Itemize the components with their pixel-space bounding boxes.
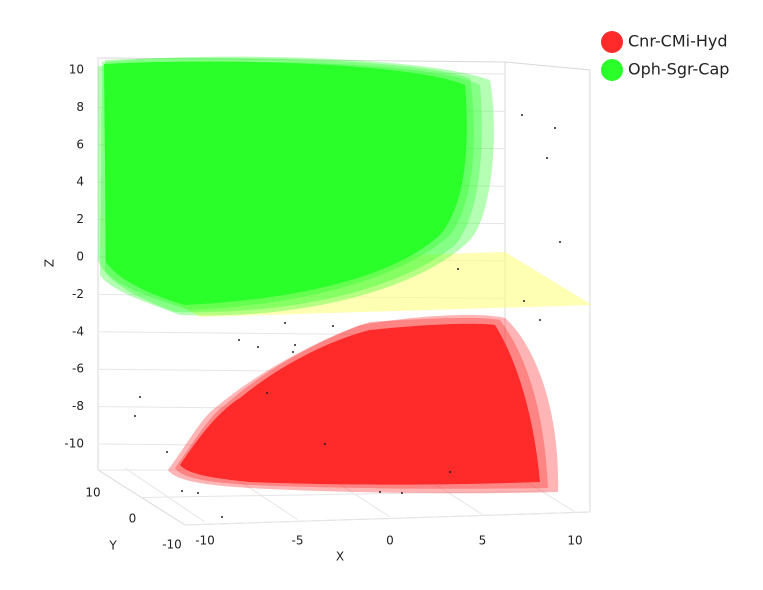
x-tick-label: 10	[567, 534, 582, 548]
z-tick-label: -2	[72, 287, 84, 301]
z-axis-label: Z	[43, 259, 57, 267]
x-tick-label: -5	[292, 534, 304, 548]
legend-marker	[601, 31, 623, 53]
z-tick-label: 6	[76, 137, 84, 151]
z-tick-label: -10	[64, 437, 84, 451]
y-axis-label: Y	[108, 539, 117, 553]
z-tick-label: 2	[76, 212, 84, 226]
z-tick-label: -8	[72, 399, 84, 413]
z-tick-label: 8	[76, 100, 84, 114]
y-tick-label: 10	[85, 486, 100, 500]
y-tick-label: -10	[162, 538, 182, 552]
y-tick-label: 0	[129, 512, 137, 526]
legend-marker	[601, 59, 623, 81]
z-tick-label: -6	[72, 362, 84, 376]
legend-label: Oph-Sgr-Cap	[628, 60, 729, 79]
x-axis-label: X	[336, 550, 344, 564]
x-tick-label: 0	[386, 534, 394, 548]
points	[134, 114, 561, 518]
z-tick-label: 10	[69, 63, 84, 77]
z-tick-label: 0	[76, 250, 84, 264]
x-tick-label: 5	[479, 534, 487, 548]
grid-line	[124, 467, 206, 523]
legend: Cnr-CMi-Hyd Oph-Sgr-Cap	[601, 31, 729, 81]
z-tick-label: 4	[76, 175, 84, 189]
x-tick-label: -10	[195, 534, 215, 548]
grid-line	[141, 490, 548, 498]
surface	[98, 56, 494, 316]
z-tick-label: -4	[72, 324, 84, 338]
surface	[168, 314, 559, 494]
legend-label: Cnr-CMi-Hyd	[628, 32, 728, 51]
grid-line	[184, 511, 591, 526]
